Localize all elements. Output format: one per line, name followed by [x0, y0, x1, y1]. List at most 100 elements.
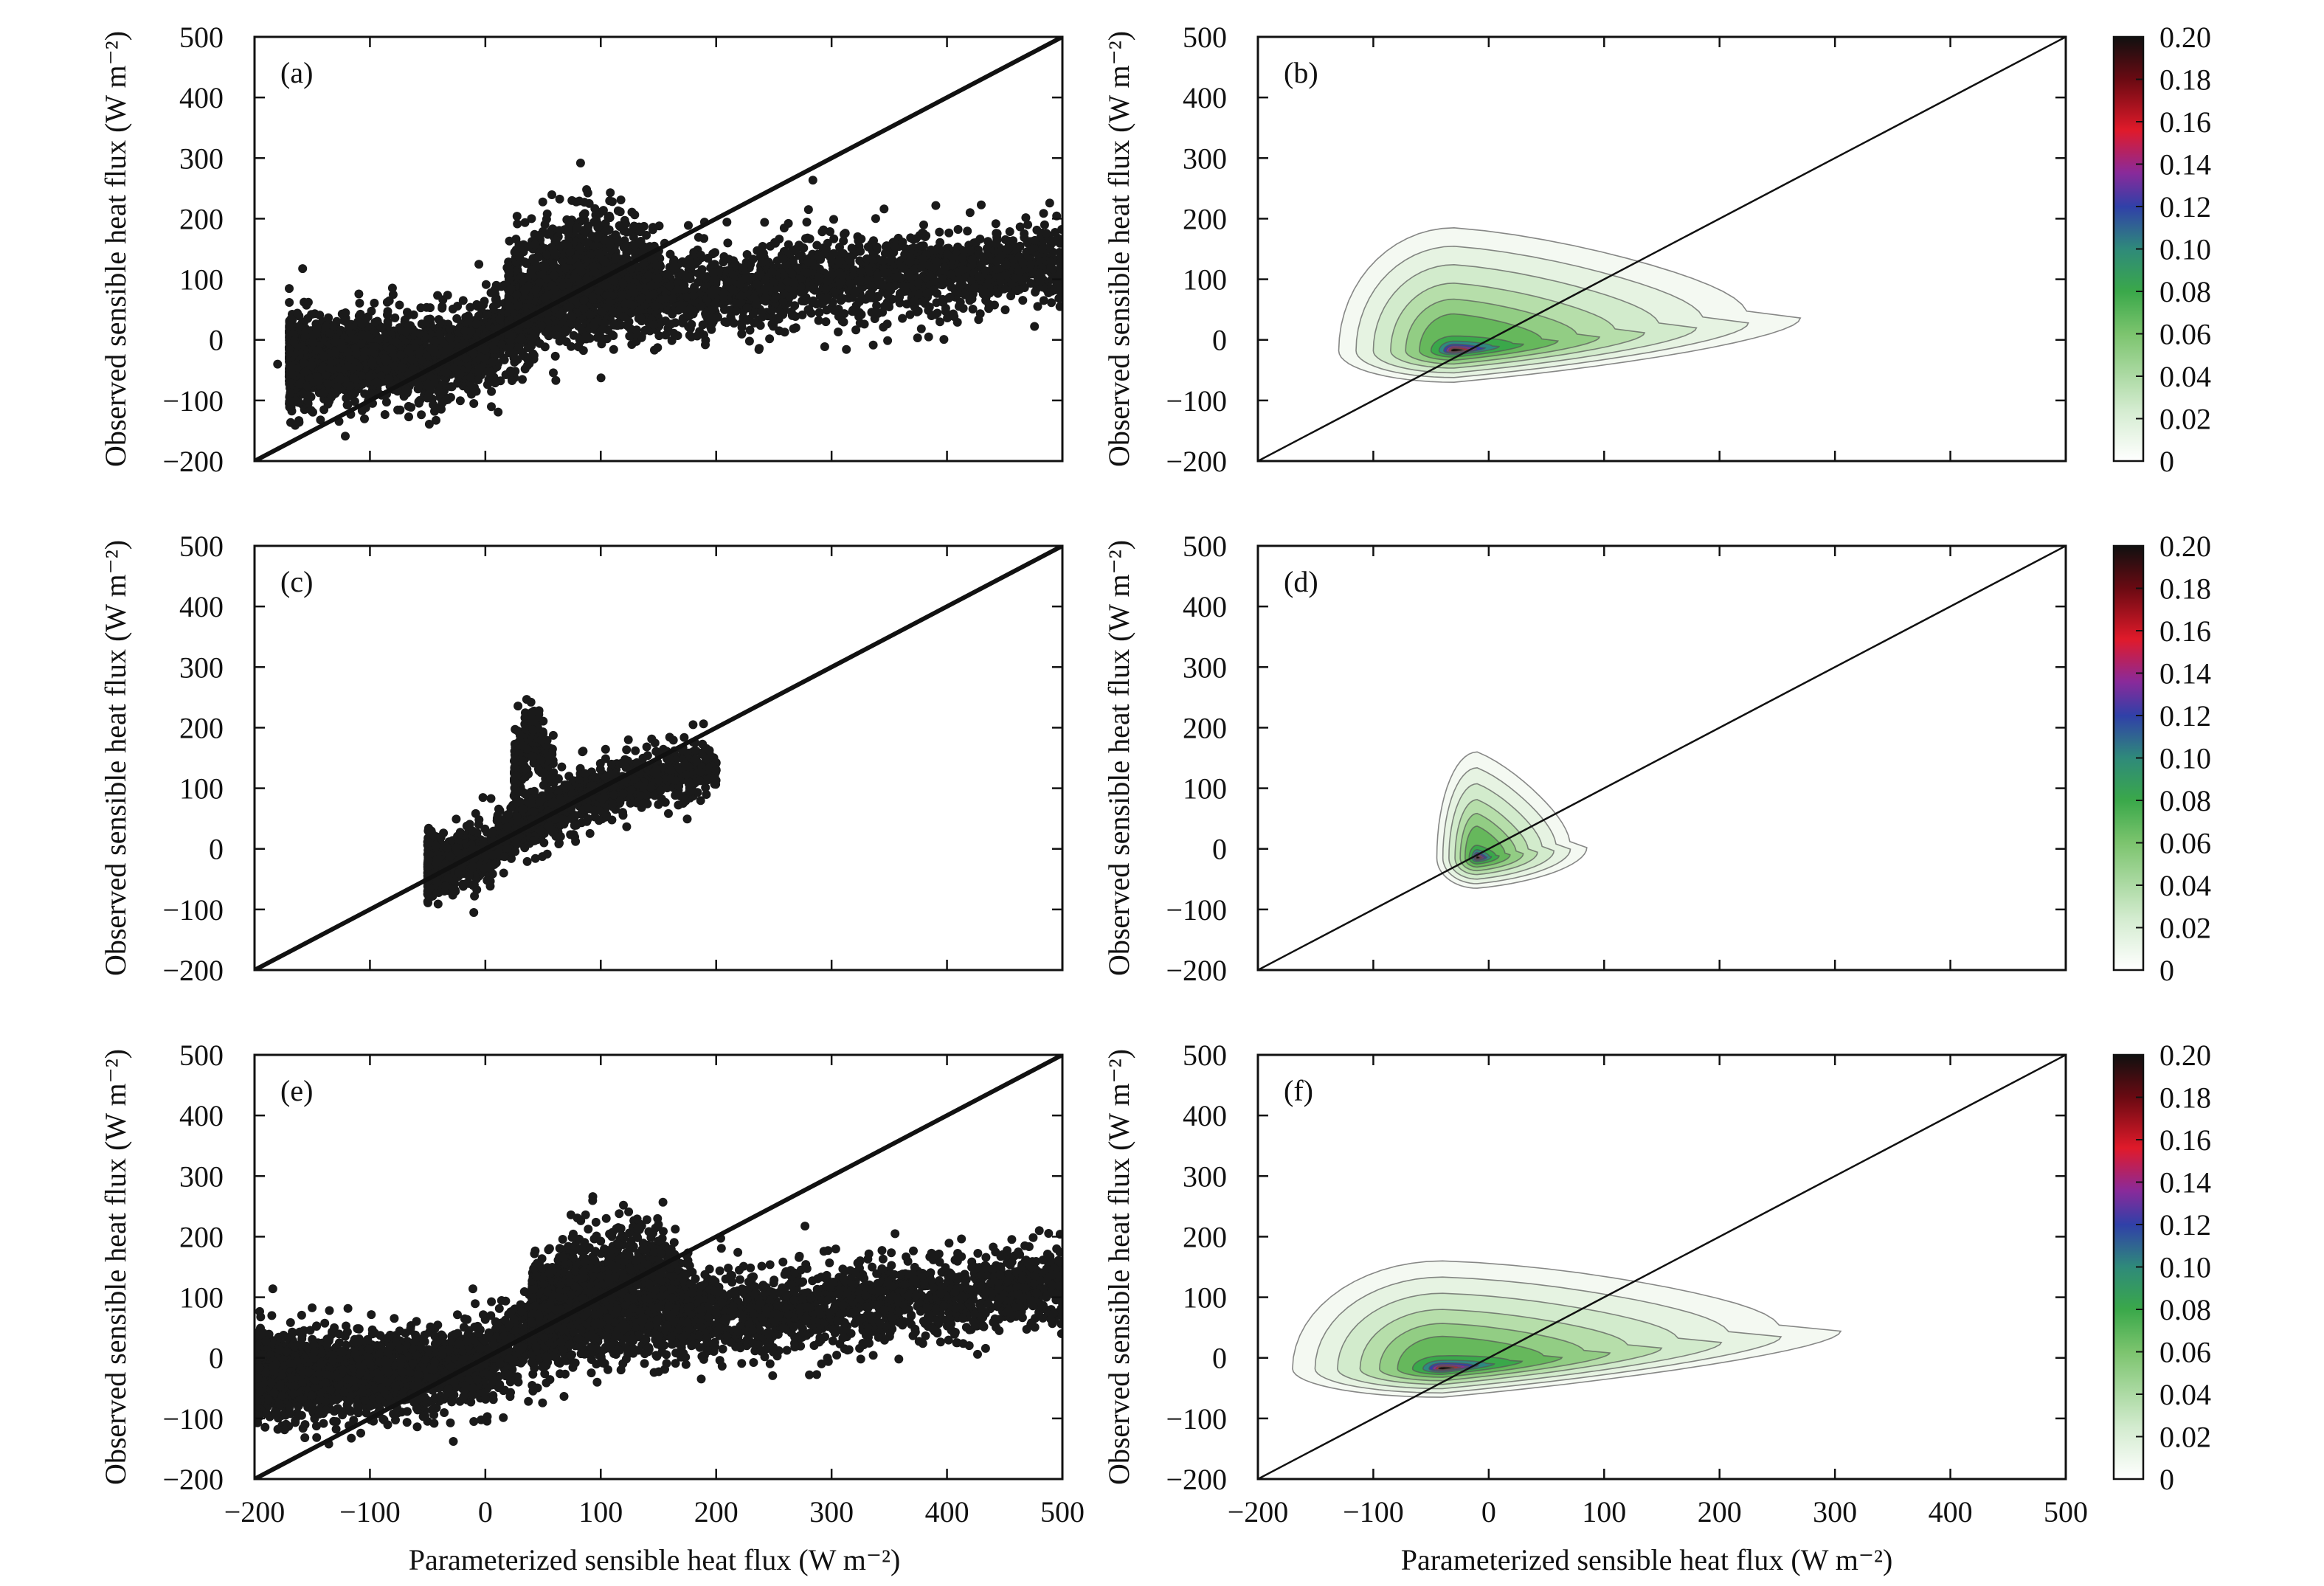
scatter-point: [350, 388, 359, 398]
scatter-point: [981, 296, 991, 305]
scatter-point: [748, 254, 758, 264]
scatter-point: [370, 298, 379, 308]
scatter-point: [288, 370, 297, 379]
scatter-point: [863, 264, 873, 274]
scatter-point: [871, 214, 880, 224]
scatter-point: [885, 283, 894, 292]
scatter-point: [350, 343, 360, 353]
scatter-point: [936, 238, 945, 247]
scatter-point: [341, 432, 350, 441]
scatter-point: [367, 359, 377, 369]
scatter-point: [1042, 229, 1051, 238]
scatter-point: [931, 201, 941, 210]
scatter-point: [917, 262, 927, 271]
scatter-point: [384, 374, 394, 384]
scatter-point: [856, 276, 865, 285]
scatter-point: [528, 349, 538, 359]
scatter-point: [813, 277, 823, 286]
scatter-point: [342, 393, 351, 403]
scatter-point: [913, 333, 922, 342]
scatter-point: [439, 339, 449, 348]
scatter-point: [787, 311, 797, 320]
scatter-point: [944, 228, 954, 238]
scatter-point: [770, 294, 779, 304]
scatter-point: [339, 316, 349, 325]
scatter-point: [916, 241, 926, 251]
scatter-point: [567, 312, 577, 322]
scatter-point: [688, 261, 697, 271]
scatter-point: [829, 305, 839, 315]
scatter-point: [771, 238, 780, 248]
scatter-point: [699, 330, 708, 340]
scatter-point: [471, 319, 481, 329]
scatter-point: [303, 297, 313, 307]
scatter-point: [810, 285, 820, 295]
scatter-point: [851, 287, 860, 297]
scatter-point: [312, 372, 322, 381]
scatter-point: [424, 420, 434, 429]
scatter-point: [466, 302, 475, 312]
scatter-point: [1044, 288, 1054, 297]
scatter-point: [981, 288, 990, 297]
scatter-point: [793, 263, 803, 273]
scatter-point: [972, 238, 981, 247]
scatter-point: [857, 310, 866, 319]
scatter-point: [744, 336, 754, 346]
scatter-point: [1047, 298, 1056, 308]
scatter-point: [708, 290, 717, 299]
scatter-point: [488, 357, 497, 367]
scatter-point: [955, 282, 964, 291]
scatter-point: [997, 251, 1006, 260]
scatter-point: [455, 396, 465, 406]
scatter-point: [883, 291, 893, 299]
scatter-point: [807, 258, 817, 267]
scatter-point: [344, 347, 353, 357]
scatter-point: [862, 275, 872, 285]
scatter-point: [750, 318, 759, 328]
scatter-point: [414, 380, 423, 389]
scatter-point: [845, 279, 855, 288]
scatter-point: [395, 405, 405, 415]
scatter-point: [1018, 258, 1028, 267]
scatter-point: [963, 226, 972, 236]
scatter-point: [325, 328, 335, 338]
scatter-point: [753, 246, 762, 255]
scatter-point: [745, 325, 755, 335]
scatter-point: [1039, 209, 1048, 218]
scatter-point: [974, 272, 983, 282]
scatter-point: [863, 242, 873, 252]
scatter-point: [959, 246, 969, 256]
scatter-point: [834, 257, 843, 266]
scatter-point: [535, 339, 544, 348]
scatter-point: [669, 255, 679, 265]
scatter-point: [479, 300, 488, 310]
scatter-point: [1030, 322, 1040, 331]
scatter-point: [690, 284, 699, 294]
scatter-point: [924, 332, 933, 342]
scatter-point: [674, 305, 683, 315]
scatter-point: [1022, 247, 1031, 257]
scatter-point: [709, 269, 719, 278]
scatter-points: [273, 159, 1062, 441]
scatter-point: [958, 265, 968, 274]
scatter-point: [899, 263, 909, 273]
scatter-point: [666, 319, 676, 329]
scatter-point: [719, 293, 728, 302]
scatter-point: [395, 300, 404, 310]
scatter-point: [1040, 220, 1049, 229]
scatter-point: [937, 275, 947, 285]
scatter-point: [829, 234, 839, 243]
scatter-point: [331, 347, 340, 356]
scatter-point: [348, 364, 358, 373]
scatter-point: [992, 264, 1001, 274]
scatter-point: [939, 335, 949, 344]
scatter-point: [835, 243, 844, 252]
scatter-point: [978, 252, 988, 262]
scatter-point: [578, 304, 588, 314]
scatter-point: [365, 389, 375, 398]
scatter-point: [667, 336, 677, 345]
scatter-point: [838, 294, 848, 303]
scatter-point: [481, 280, 491, 289]
scatter-point: [490, 345, 499, 354]
scatter-point: [1057, 225, 1062, 234]
